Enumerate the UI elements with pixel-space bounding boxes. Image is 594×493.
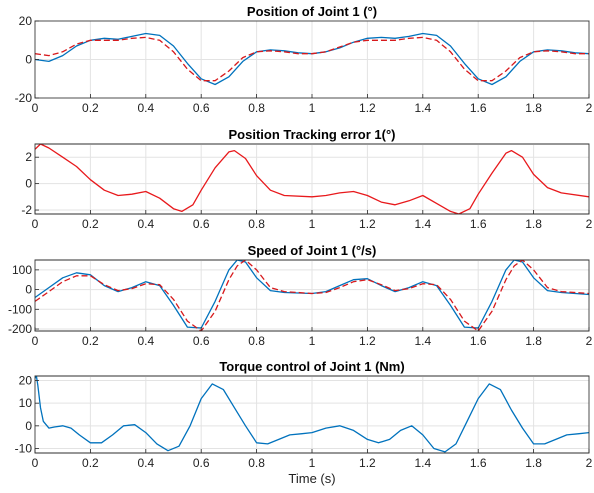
x-tick-label: 0	[32, 334, 39, 348]
y-tick-label: 0	[25, 177, 32, 191]
chart-title: Position of Joint 1 (°)	[247, 4, 377, 19]
chart-title: Position Tracking error 1(°)	[228, 127, 395, 142]
x-tick-label: 0.6	[193, 101, 210, 115]
x-tick-label: 2	[586, 334, 593, 348]
x-axis-label: Time (s)	[288, 471, 335, 486]
y-tick-label: -10	[15, 441, 33, 455]
chart-panel-2: 0 0.2 0.4 0.6 0.8 1 1.2 1.4 1.6 1.8 2-202Position …	[21, 127, 592, 231]
x-tick-label: 0.2	[82, 456, 99, 470]
series-line-1	[35, 144, 589, 214]
y-tick-label: 20	[19, 374, 33, 388]
x-tick-label: 0.4	[137, 456, 154, 470]
y-tick-label: 0	[25, 53, 32, 67]
x-tick-label: 1.8	[525, 334, 542, 348]
x-tick-label: 1.6	[470, 456, 487, 470]
x-tick-label: 0.8	[248, 456, 265, 470]
y-tick-label: 0	[25, 419, 32, 433]
x-tick-label: 1	[309, 217, 316, 231]
chart-panel-4: 0 0.2 0.4 0.6 0.8 1 1.2 1.4 1.6 1.8 2-1001020Torqu…	[15, 359, 593, 486]
chart-title: Speed of Joint 1 (°/s)	[248, 243, 377, 258]
y-tick-label: 2	[25, 150, 32, 164]
x-tick-label: 1	[309, 456, 316, 470]
x-tick-label: 1.2	[359, 456, 376, 470]
x-tick-label: 1.4	[414, 217, 431, 231]
x-tick-label: 1	[309, 334, 316, 348]
x-tick-label: 0.4	[137, 334, 154, 348]
x-tick-label: 0.2	[82, 334, 99, 348]
x-tick-label: 0	[32, 217, 39, 231]
chart-panel-3: 0 0.2 0.4 0.6 0.8 1 1.2 1.4 1.6 1.8 2 -200 -100 0 100 S…	[8, 243, 593, 348]
x-tick-label: 1	[309, 101, 316, 115]
y-tick-label: -20	[15, 91, 33, 105]
x-tick-label: 1.6	[470, 101, 487, 115]
x-tick-label: 1.6	[470, 334, 487, 348]
series-line-2	[35, 260, 589, 331]
x-tick-label: 2	[586, 456, 593, 470]
y-tick-label: -200	[8, 322, 32, 336]
x-tick-label: 0.4	[137, 101, 154, 115]
x-tick-label: 1.4	[414, 101, 431, 115]
y-tick-label: 20	[19, 14, 33, 28]
y-tick-label: -100	[8, 302, 32, 316]
x-tick-label: 0.4	[137, 217, 154, 231]
x-tick-label: 0.8	[248, 101, 265, 115]
x-tick-label: 1.8	[525, 217, 542, 231]
x-tick-label: 0.8	[248, 334, 265, 348]
x-tick-label: 1.4	[414, 334, 431, 348]
y-tick-label: -2	[21, 203, 32, 217]
x-tick-label: 0.8	[248, 217, 265, 231]
x-tick-label: 0.6	[193, 334, 210, 348]
x-tick-label: 1.6	[470, 217, 487, 231]
x-tick-label: 0	[32, 101, 39, 115]
x-tick-label: 0.6	[193, 456, 210, 470]
y-tick-label: 100	[12, 263, 32, 277]
chart-panel-1: 0 0.2 0.4 0.6 0.8 1 1.2 1.4 1.6 1.8 2-20020Positio…	[15, 4, 593, 115]
x-tick-label: 1.8	[525, 101, 542, 115]
x-tick-label: 2	[586, 101, 593, 115]
y-tick-label: 10	[19, 396, 33, 410]
chart-title: Torque control of Joint 1 (Nm)	[219, 359, 404, 374]
x-tick-label: 1.2	[359, 334, 376, 348]
x-tick-label: 1.4	[414, 456, 431, 470]
x-tick-label: 2	[586, 217, 593, 231]
x-tick-label: 1.2	[359, 101, 376, 115]
x-tick-label: 0.6	[193, 217, 210, 231]
x-tick-label: 0.2	[82, 101, 99, 115]
x-tick-label: 0.2	[82, 217, 99, 231]
series-line-1	[35, 376, 589, 453]
series-line-2	[35, 36, 589, 82]
y-tick-label: 0	[25, 283, 32, 297]
x-tick-label: 1.8	[525, 456, 542, 470]
x-tick-label: 1.2	[359, 217, 376, 231]
x-tick-label: 0	[32, 456, 39, 470]
